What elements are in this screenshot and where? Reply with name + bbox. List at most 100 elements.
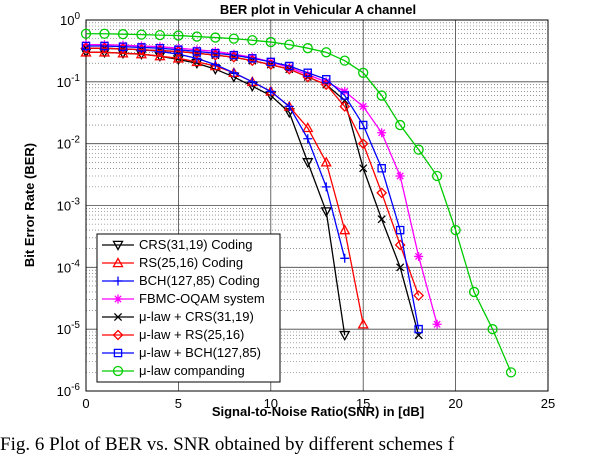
data-point [247,35,258,46]
y-tick-base: 10 [57,322,71,337]
data-point [302,158,314,169]
y-tick-base: 10 [57,75,71,90]
data-point [135,48,148,59]
data-point [377,215,386,224]
y-tick-exponent: -4 [71,258,80,269]
y-tick-exponent: -6 [71,382,80,393]
y-tick-label: 10-2 [57,135,81,152]
data-point [265,36,276,48]
y-axis-label: Bit Error Rate (BER) [22,143,37,267]
data-point [377,128,387,138]
data-point [431,170,443,182]
legend-marker [112,329,124,341]
data-point [358,120,368,130]
data-point [117,29,129,40]
data-point [302,122,314,133]
data-point [266,57,276,67]
data-point [284,39,295,50]
y-tick-label: 10-3 [57,197,81,214]
y-tick-exponent: -1 [71,73,80,84]
y-tick-base: 10 [57,260,71,275]
data-point [192,45,202,55]
data-point [395,225,405,235]
legend-marker [113,294,123,304]
data-point [358,101,368,111]
series-line [86,33,512,373]
data-point [80,46,92,57]
legend-label: FBMC-OQAM system [139,291,265,306]
legend-marker [113,348,123,358]
y-tick-exponent: -5 [71,320,80,331]
data-point [396,263,405,272]
data-point [81,41,91,51]
data-point [228,33,239,44]
data-point [414,324,423,334]
data-point [487,324,498,335]
chart-title: BER plot in Vehicular A channel [220,2,416,17]
data-point [357,318,369,329]
data-point [320,156,332,167]
data-point [284,101,294,111]
data-point [321,75,331,84]
y-tick-exponent: -2 [71,135,80,146]
legend-label: CRS(31,19) Coding [139,237,252,252]
legend-label: RS(25,16) Coding [139,255,243,270]
legend-marker [113,312,123,322]
x-tick-label: 5 [175,396,182,411]
legend-label: μ-law companding [139,363,245,378]
data-point [303,68,313,78]
data-point [210,60,220,70]
data-point [302,43,313,54]
legend-label: μ-law + CRS(31,19) [139,309,254,324]
data-point [100,41,109,51]
y-tick-base: 10 [57,199,71,214]
x-tick-label: 0 [82,396,89,411]
data-point [340,253,350,263]
data-point [377,164,386,173]
data-point [154,50,166,61]
y-tick-label: 10-6 [57,382,81,399]
data-point [357,138,369,150]
data-point [320,207,332,218]
legend-marker [112,257,124,268]
y-tick-label: 10-1 [57,73,81,90]
legend-label: μ-law + BCH(127,85) [139,345,261,360]
legend-box [96,233,281,383]
y-tick-base: 10 [60,13,74,28]
legend-label: μ-law + RS(25,16) [139,327,244,342]
data-point [191,31,203,42]
data-point [303,134,313,144]
y-tick-exponent: 0 [74,11,80,22]
data-point [505,367,517,378]
data-point [80,28,92,39]
data-point [266,86,276,96]
data-point [414,251,424,261]
data-point [321,47,332,58]
legend-marker [113,276,123,286]
series-line [86,47,420,296]
plot-frame [85,19,549,392]
y-tick-exponent: -3 [71,197,80,208]
legend-marker [112,365,124,377]
data-point [117,47,129,58]
data-point [339,224,351,235]
data-point [339,101,351,112]
data-point [413,144,424,155]
data-point [376,187,388,199]
data-point [155,43,165,53]
y-tick-label: 10-4 [57,258,81,275]
data-point [340,91,349,100]
data-point [98,46,111,57]
data-point [432,319,442,329]
data-point [321,77,331,87]
y-tick-label: 100 [60,11,80,28]
data-point [99,28,110,39]
data-point [284,63,294,73]
data-point [173,30,184,41]
data-point [229,50,239,60]
data-point [303,70,313,80]
data-point [191,56,203,67]
data-point [376,90,387,101]
y-tick-base: 10 [57,384,71,399]
